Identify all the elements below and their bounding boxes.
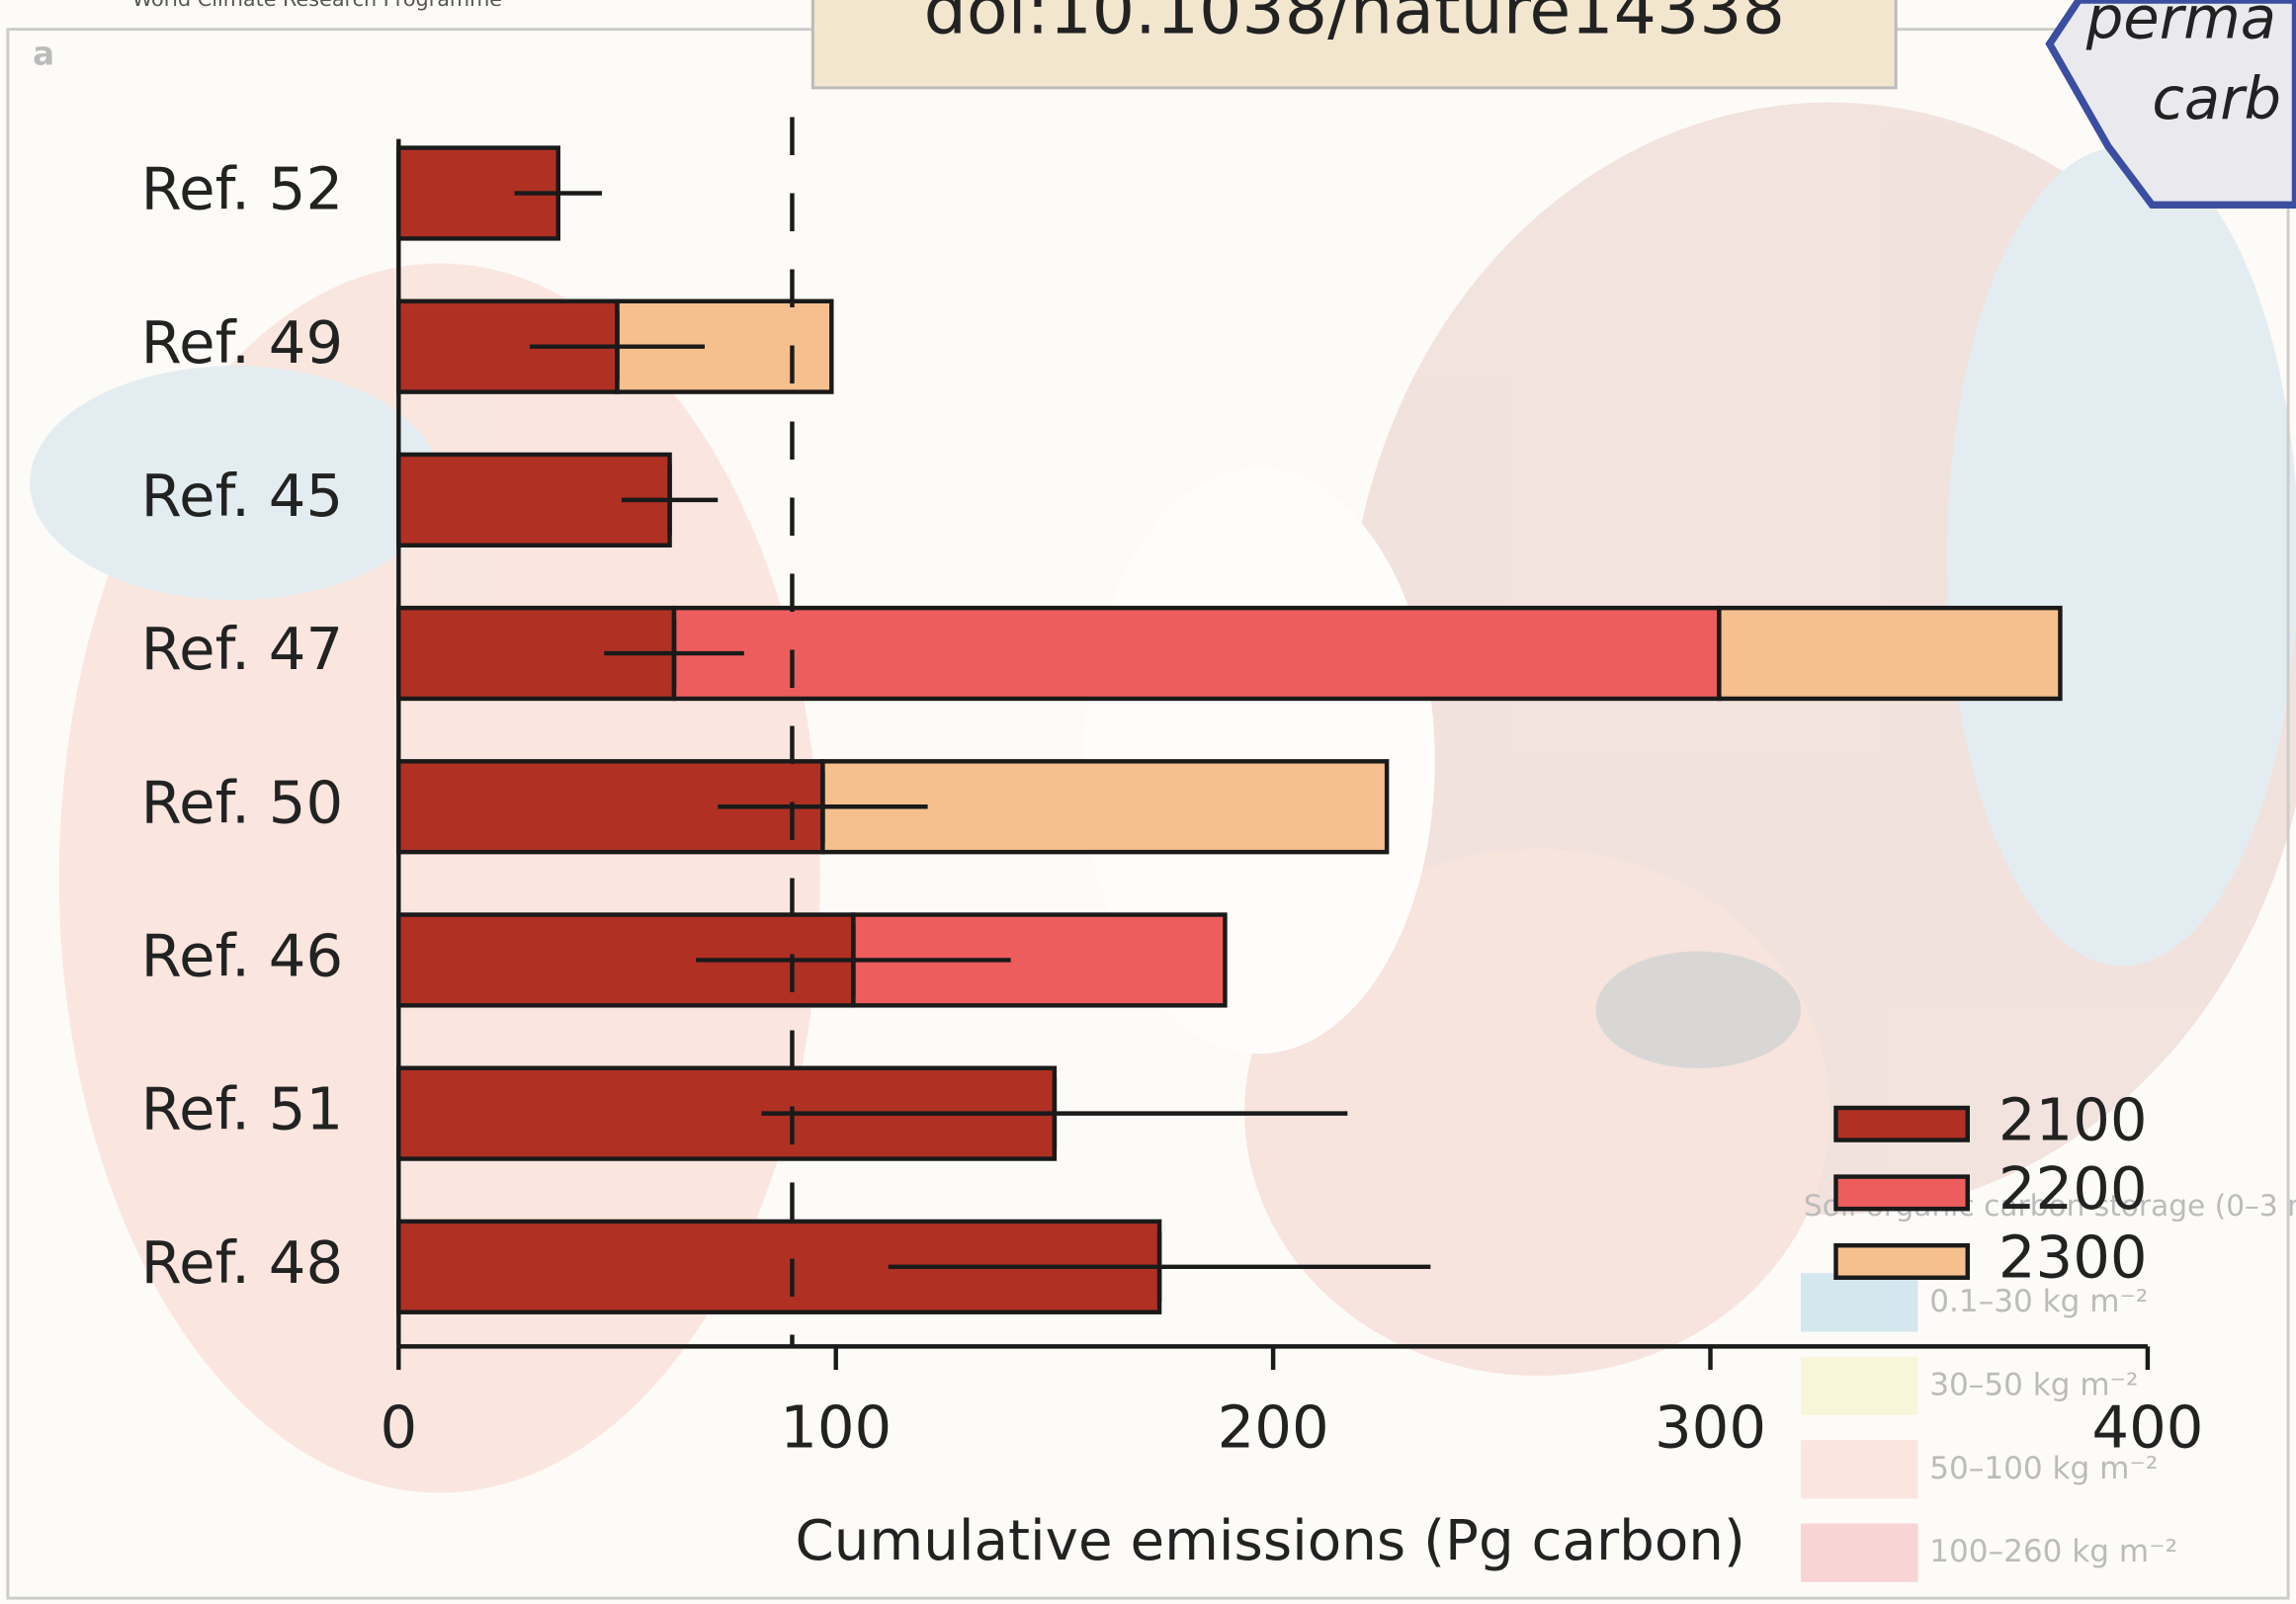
- panel-label: a: [33, 35, 54, 72]
- y-tick-label: Ref. 48: [141, 1228, 343, 1297]
- y-tick-label: Ref. 49: [141, 308, 343, 377]
- map-background: [30, 102, 2296, 1493]
- doi-text: doi:10.1038/nature14338: [924, 0, 1785, 49]
- x-tick-label: 100: [780, 1393, 892, 1461]
- legend-label: 2300: [1998, 1224, 2148, 1292]
- y-tick-label: Ref. 45: [141, 462, 343, 530]
- bar-segment: [1717, 605, 2063, 702]
- chart: 0.1–30 kg m⁻² 30–50 kg m⁻² 50–100 kg m⁻² 10…: [141, 117, 2203, 1582]
- map-legend-swatch: [1800, 1523, 1918, 1582]
- x-tick-label: 200: [1218, 1393, 1329, 1461]
- map-legend-swatch: [1800, 1356, 1918, 1415]
- legend-swatch: [1833, 1174, 1970, 1212]
- badge-text: perma: [2085, 0, 2276, 51]
- map-legend-label: 100–260 kg m⁻²: [1929, 1534, 2177, 1569]
- x-tick-label: 0: [380, 1393, 417, 1461]
- map-legend-swatch: [1800, 1273, 1918, 1332]
- doi-box: [810, 0, 1898, 90]
- legend-swatch: [1833, 1105, 1970, 1142]
- y-tick-label: Ref. 51: [141, 1075, 343, 1143]
- map-legend-label: 0.1–30 kg m⁻²: [1929, 1284, 2148, 1319]
- org-text: World Climate Research Programme: [132, 0, 502, 11]
- x-tick-label: 300: [1655, 1393, 1766, 1461]
- y-tick-label: Ref. 47: [141, 615, 343, 683]
- bar-segment: [671, 605, 1722, 702]
- y-tick-label: Ref. 52: [141, 155, 343, 223]
- x-axis-label: Cumulative emissions (Pg carbon): [795, 1509, 1744, 1573]
- badge: [2045, 0, 2296, 210]
- badge-text: carb: [2152, 64, 2281, 132]
- map-legend-label: 50–100 kg m⁻²: [1929, 1451, 2158, 1486]
- y-tick-label: Ref. 46: [141, 922, 343, 990]
- map-legend-label: 30–50 kg m⁻²: [1929, 1367, 2138, 1402]
- legend-label: 2100: [1998, 1085, 2148, 1153]
- legend-label: 2200: [1998, 1154, 2148, 1223]
- map-legend-swatch: [1800, 1440, 1918, 1499]
- y-tick-label: Ref. 50: [141, 768, 343, 836]
- x-tick-label: 400: [2091, 1393, 2203, 1461]
- legend-swatch: [1833, 1242, 1970, 1280]
